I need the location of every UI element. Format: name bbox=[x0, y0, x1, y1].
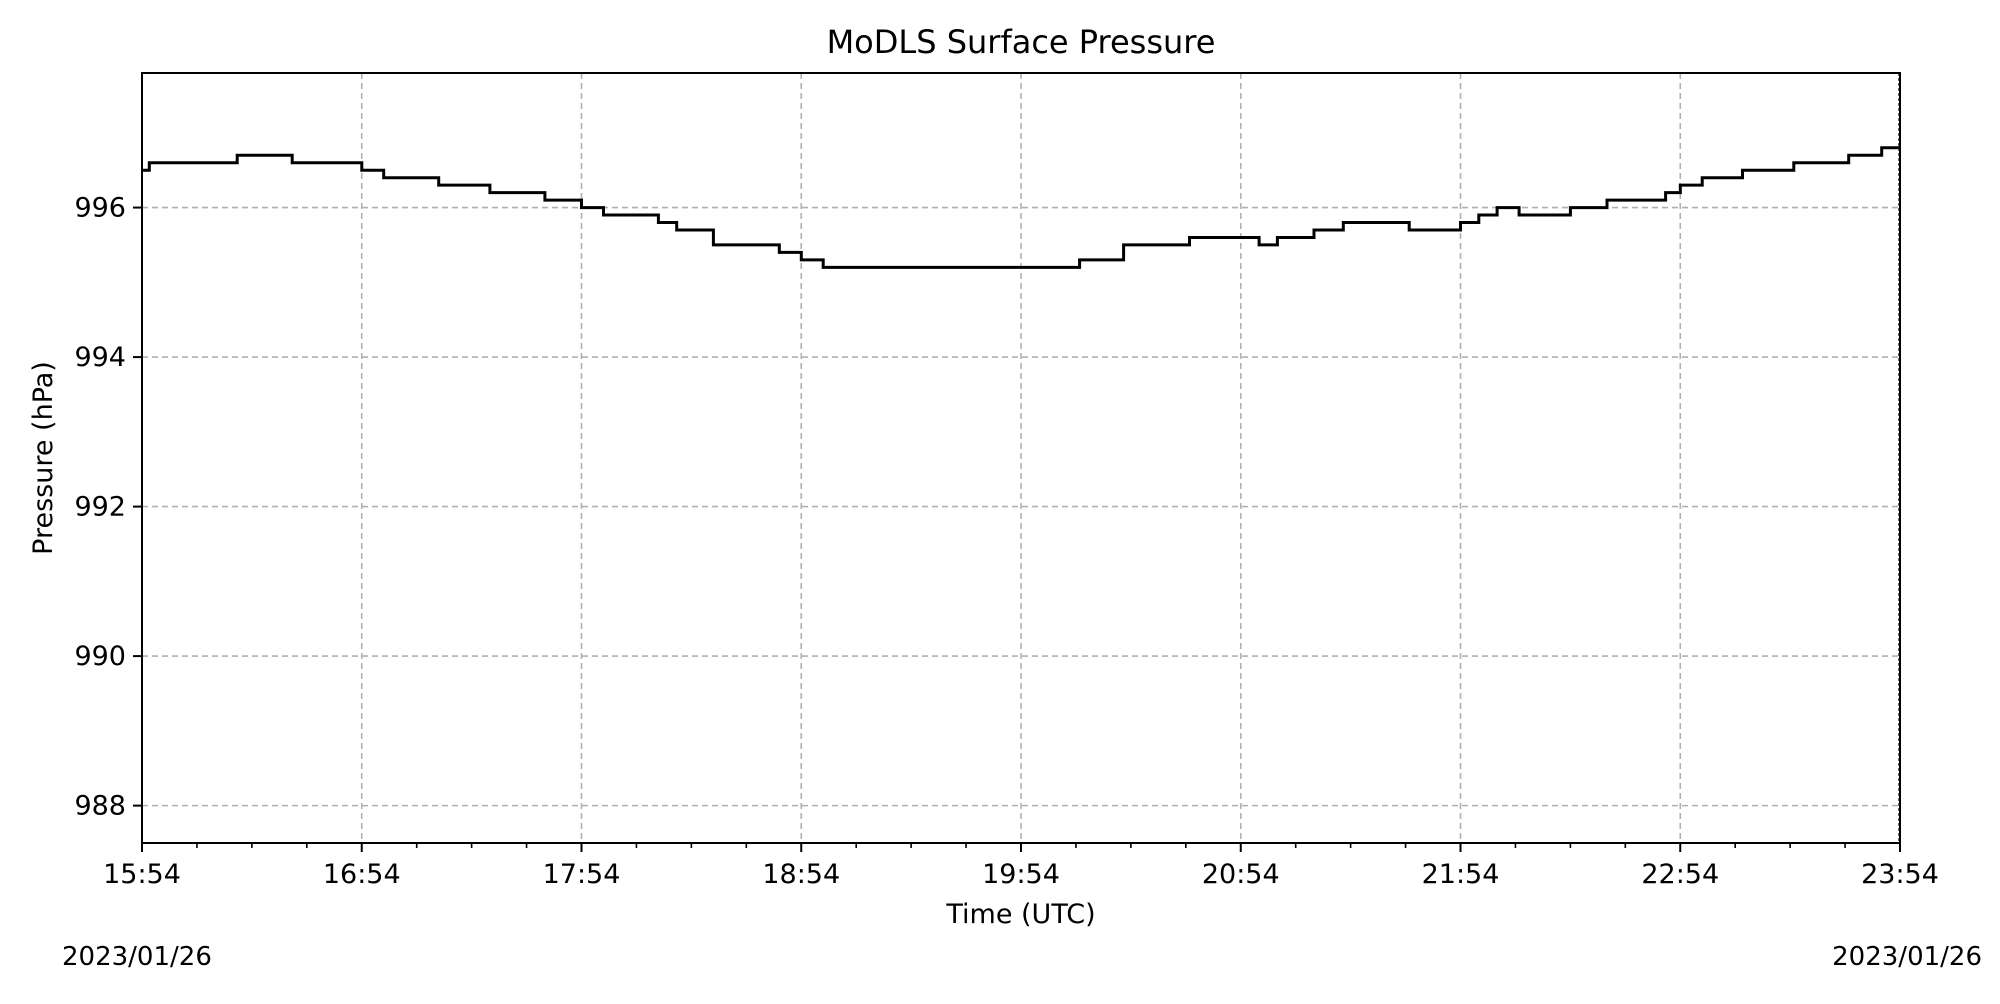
x-tick-label: 19:54 bbox=[982, 859, 1060, 890]
x-axis-label: Time (UTC) bbox=[945, 899, 1095, 930]
y-tick-label: 992 bbox=[74, 492, 126, 523]
chart-title: MoDLS Surface Pressure bbox=[827, 23, 1216, 61]
x-tick-label: 21:54 bbox=[1422, 859, 1500, 890]
y-axis-label: Pressure (hPa) bbox=[28, 361, 59, 555]
x-tick-label: 15:54 bbox=[103, 859, 181, 890]
x-tick-label: 22:54 bbox=[1641, 859, 1719, 890]
x-tick-label: 18:54 bbox=[762, 859, 840, 890]
end-date-label: 2023/01/26 bbox=[1832, 942, 1982, 972]
grid-layer bbox=[141, 73, 1901, 843]
y-tick-label: 994 bbox=[74, 342, 126, 373]
x-tick-label: 17:54 bbox=[543, 859, 621, 890]
pressure-series-line bbox=[142, 146, 1900, 269]
start-date-label: 2023/01/26 bbox=[62, 942, 212, 972]
x-tick-label: 23:54 bbox=[1861, 859, 1939, 890]
y-tick-label: 996 bbox=[74, 193, 126, 224]
x-tick-label: 20:54 bbox=[1202, 859, 1280, 890]
y-tick-label: 990 bbox=[74, 641, 126, 672]
x-tick-label: 16:54 bbox=[323, 859, 401, 890]
tick-layer: 15:54 16:54 17:54 18:54 19:54 20:54 21:54 22:54… bbox=[74, 193, 1938, 890]
y-tick-label: 988 bbox=[74, 791, 126, 822]
